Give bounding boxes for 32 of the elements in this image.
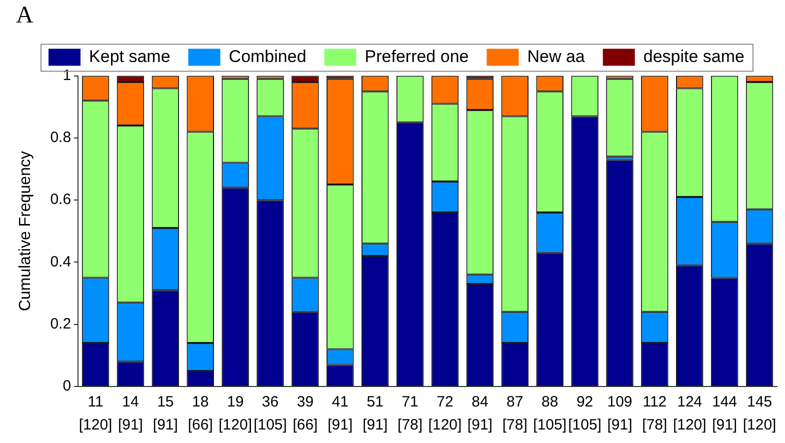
- y-tick-label: 0.2: [50, 316, 72, 332]
- x-tick-label: 124 [120]: [672, 393, 706, 434]
- y-tick-label: 0.8: [50, 129, 72, 146]
- x-tick-label: 92 [105]: [568, 393, 602, 434]
- x-tick-label: 14 [91]: [118, 393, 143, 434]
- legend-label: Preferred one: [364, 46, 469, 66]
- y-axis-title: Cumulative Frequency: [17, 151, 34, 312]
- x-tick-label: 15 [91]: [152, 393, 178, 434]
- x-tick-label: 36 [105]: [254, 393, 287, 434]
- y-tick-label: 0: [62, 378, 72, 395]
- x-tick-label: 18 [66]: [188, 393, 213, 434]
- legend-label: Combined: [228, 46, 306, 66]
- x-tick-label: 19 [120]: [218, 393, 252, 434]
- x-tick-label: 145 [120]: [742, 393, 776, 434]
- legend-label: New aa: [527, 46, 586, 66]
- y-tick-label: 0.6: [50, 191, 72, 208]
- legend-label: despite same: [643, 46, 744, 66]
- chart-title: A: [16, 2, 34, 29]
- x-tick-label: 109 [91]: [607, 393, 632, 434]
- x-tick-label: 84 [91]: [467, 393, 492, 434]
- x-tick-label: 88 [105]: [533, 393, 567, 434]
- x-tick-label: 144 [91]: [712, 393, 738, 434]
- x-tick-label: 39 [66]: [292, 393, 318, 434]
- legend-label: Kept same: [89, 46, 170, 66]
- x-tick-label: 87 [78]: [502, 393, 528, 434]
- x-tick-label: 112 [78]: [642, 393, 668, 434]
- x-tick-label: 11 [120]: [78, 393, 112, 434]
- x-tick-label: 41 [91]: [328, 393, 353, 434]
- x-tick-label: 72 [120]: [428, 393, 462, 434]
- y-tick-label: 0.4: [50, 253, 72, 270]
- x-tick-label: 71 [78]: [398, 393, 423, 434]
- x-tick-label: 51 [91]: [362, 393, 388, 434]
